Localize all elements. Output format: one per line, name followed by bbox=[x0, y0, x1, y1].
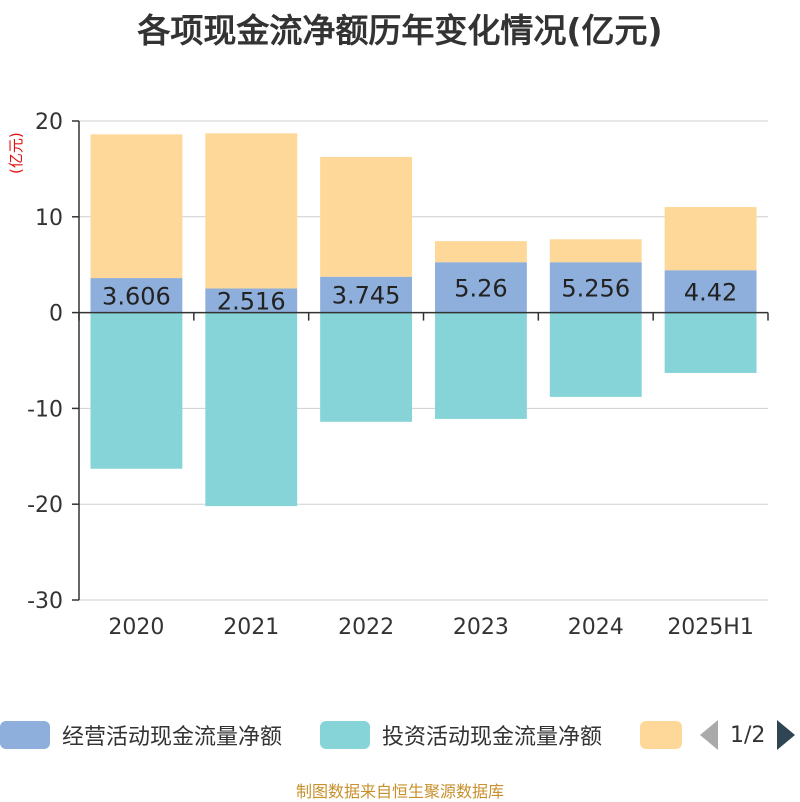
bar-series1-2020 bbox=[90, 312, 183, 469]
bar-series2-2025H1 bbox=[664, 207, 757, 271]
legend-item-operating[interactable]: 经营活动现金流量净额 bbox=[0, 720, 282, 750]
data-label: 2.516 bbox=[217, 288, 286, 316]
data-label: 5.26 bbox=[454, 274, 507, 302]
legend-prev-page-icon[interactable] bbox=[700, 720, 718, 750]
y-tick-label: 20 bbox=[35, 110, 63, 135]
legend: 经营活动现金流量净额 投资活动现金流量净额 1/2 bbox=[0, 712, 800, 758]
legend-swatch-operating bbox=[0, 721, 50, 749]
x-tick-label: 2025H1 bbox=[667, 615, 754, 640]
source-footer: 制图数据来自恒生聚源数据库 bbox=[295, 782, 504, 801]
legend-swatch-investing bbox=[320, 721, 370, 749]
y-tick-label: -30 bbox=[27, 589, 63, 614]
bar-series0-2023 bbox=[434, 262, 527, 313]
bar-series0-2021 bbox=[205, 288, 298, 313]
x-tick-label: 2021 bbox=[223, 615, 279, 640]
bar-series2-2023 bbox=[434, 241, 527, 263]
x-tick-label: 2020 bbox=[108, 615, 164, 640]
bar-series1-2024 bbox=[549, 312, 642, 397]
stacked-bar-chart: 20 10 0 -10 -20 -30 3.606 2.516 3.745 5.26 5.256 4.… bbox=[27, 110, 769, 640]
bar-series1-2025H1 bbox=[664, 312, 757, 373]
bar-series0-2022 bbox=[320, 276, 413, 313]
bar-series1-2021 bbox=[205, 312, 298, 507]
bar-series2-2022 bbox=[320, 156, 413, 277]
y-tick-label: -10 bbox=[27, 397, 63, 422]
legend-item-third[interactable] bbox=[640, 720, 682, 750]
y-tick-label: 0 bbox=[49, 302, 63, 327]
data-label: 5.256 bbox=[561, 274, 630, 302]
x-tick-label: 2023 bbox=[453, 615, 509, 640]
bar-series2-2024 bbox=[549, 239, 642, 263]
legend-label-operating: 经营活动现金流量净额 bbox=[62, 725, 283, 750]
data-label: 3.745 bbox=[332, 282, 401, 310]
y-tick-label: 10 bbox=[35, 206, 63, 231]
x-tick-label: 2024 bbox=[568, 615, 624, 640]
bar-series0-2020 bbox=[90, 278, 183, 313]
y-tick-label: -20 bbox=[27, 493, 63, 518]
bar-series0-2024 bbox=[549, 262, 642, 313]
bar-series2-2020 bbox=[90, 134, 183, 279]
bar-series0-2025H1 bbox=[664, 270, 757, 313]
legend-label-investing: 投资活动现金流量净额 bbox=[382, 725, 603, 750]
bar-series1-2023 bbox=[434, 312, 527, 419]
x-tick-label: 2022 bbox=[338, 615, 394, 640]
data-label: 3.606 bbox=[102, 282, 171, 310]
data-label: 4.42 bbox=[684, 278, 737, 306]
legend-pager: 1/2 bbox=[700, 720, 796, 750]
chart-title: 各项现金流净额历年变化情况(亿元) bbox=[137, 11, 663, 50]
legend-page-indicator: 1/2 bbox=[730, 722, 766, 748]
legend-next-page-icon[interactable] bbox=[777, 720, 796, 750]
legend-swatch-third bbox=[640, 721, 682, 749]
bar-series1-2022 bbox=[320, 312, 413, 422]
bar-series2-2021 bbox=[205, 133, 298, 289]
legend-item-investing[interactable]: 投资活动现金流量净额 bbox=[320, 720, 602, 750]
